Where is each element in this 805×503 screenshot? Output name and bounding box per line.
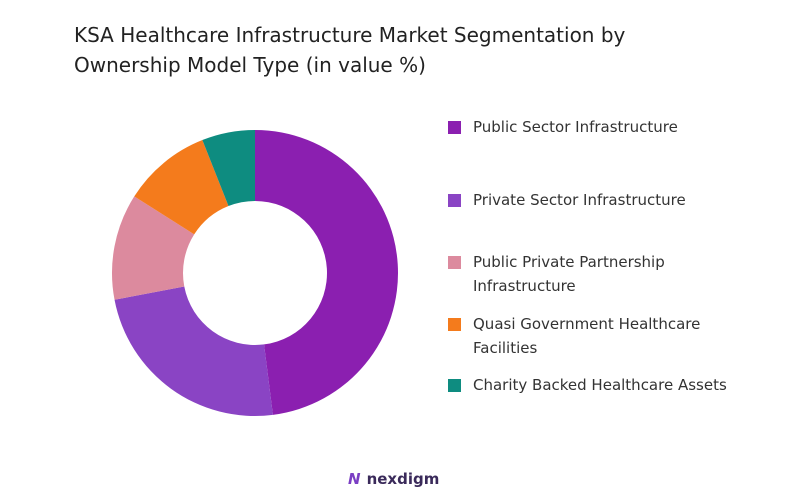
legend-swatch [448,379,461,392]
donut-slice [202,130,255,207]
legend-label: Charity Backed Healthcare Assets [473,376,727,394]
legend-swatch [448,318,461,331]
donut-slice [255,130,399,415]
legend-swatch [448,194,461,207]
brand-logo: N [348,470,361,488]
legend-label: Public Sector Infrastructure [473,118,678,136]
donut-slice [114,286,273,416]
legend-label: Private Sector Infrastructure [473,191,686,209]
legend-swatch [448,256,461,269]
donut-slice [134,140,229,235]
donut-slice [111,196,195,300]
chart-title: KSA Healthcare Infrastructure Market Seg… [74,23,626,77]
legend-label: Quasi Government Healthcare Facilities [473,315,701,357]
legend-swatch [448,121,461,134]
legend-label: Public Private Partnership Infrastructur… [473,253,665,295]
brand-name: nexdigm [366,470,440,488]
